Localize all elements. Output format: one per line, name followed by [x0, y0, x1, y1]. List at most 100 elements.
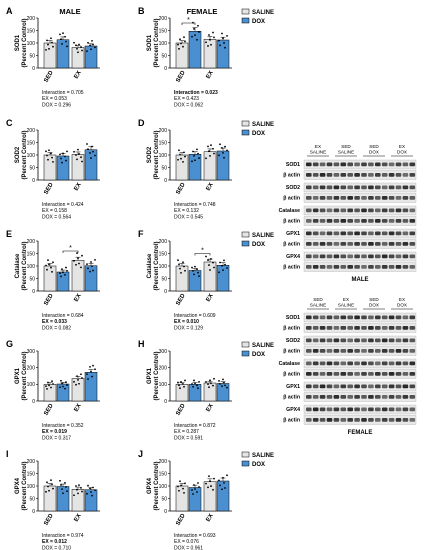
blot-band — [388, 219, 395, 223]
blot-band — [326, 372, 333, 376]
blot-band — [312, 231, 319, 236]
bar-saline — [203, 261, 217, 292]
data-point — [46, 39, 48, 42]
legend-swatch-dox — [241, 240, 250, 247]
x-tick-label: SED — [43, 292, 55, 306]
bar-dox — [216, 480, 230, 512]
data-point — [210, 382, 212, 385]
blot-band — [388, 372, 395, 376]
blot-band — [306, 338, 312, 343]
data-point — [210, 258, 212, 260]
data-point — [226, 386, 228, 389]
data-point — [48, 149, 50, 152]
data-point — [87, 148, 89, 151]
y-tick-label: 50 — [161, 496, 167, 502]
blot-band — [347, 349, 353, 353]
y-axis-label: Catalase(Percent Control) — [147, 241, 160, 290]
data-point — [196, 38, 198, 41]
blot-band — [368, 372, 374, 376]
data-point — [45, 264, 47, 267]
stat-line: EX = 0.053 — [42, 96, 67, 102]
data-point — [182, 45, 184, 48]
blot-band — [306, 173, 312, 177]
data-point — [64, 35, 66, 38]
data-point — [197, 482, 199, 484]
y-axis-label: GPX1(Percent Control) — [15, 351, 28, 400]
blot-band — [388, 338, 395, 343]
data-point — [51, 270, 53, 273]
blot-band — [395, 208, 402, 213]
blot-band — [340, 338, 347, 343]
blot-band — [319, 219, 326, 223]
blot-band — [333, 242, 340, 246]
data-point — [205, 157, 207, 160]
blot-band — [375, 173, 381, 177]
data-point — [46, 154, 48, 157]
blot-band — [402, 208, 409, 213]
legend-swatch-dox — [241, 350, 250, 357]
blot-band — [368, 395, 374, 399]
blot-band — [333, 326, 340, 330]
blot-band — [402, 372, 409, 376]
y-tick-label: 100 — [27, 264, 36, 270]
data-point — [177, 381, 179, 384]
blot-band — [395, 173, 402, 177]
blot-row-label: SOD2 — [286, 338, 300, 344]
blot-band — [361, 208, 367, 213]
blot-band — [319, 196, 326, 200]
blot-band — [409, 407, 416, 412]
data-point — [62, 271, 64, 274]
blot-band — [354, 208, 360, 213]
bar-dox — [56, 155, 70, 181]
legend-swatch-dox — [241, 17, 250, 24]
data-point — [205, 41, 207, 44]
blot-band — [381, 395, 388, 399]
significance-star: * — [201, 248, 204, 255]
bar-dox — [84, 265, 98, 292]
data-point — [218, 39, 220, 42]
data-point — [219, 143, 221, 146]
blot-band — [409, 349, 416, 353]
blot-band — [375, 219, 381, 223]
x-tick-label: EX — [74, 182, 83, 192]
data-point — [196, 384, 198, 387]
data-point — [87, 267, 89, 270]
bar-dox — [216, 265, 230, 292]
data-point — [192, 493, 194, 495]
blot-band — [319, 384, 326, 389]
data-point — [178, 384, 180, 387]
blot-band — [375, 361, 381, 366]
blot-band — [395, 315, 402, 320]
blot-band — [306, 372, 312, 376]
data-point — [178, 47, 180, 50]
stat-line: Interaction = 0.748 — [174, 202, 216, 208]
bar-saline — [43, 42, 57, 69]
bar-dox — [216, 383, 230, 402]
data-point — [224, 145, 226, 148]
legend-swatch-dox — [241, 460, 250, 467]
blot-band — [340, 407, 347, 412]
data-point — [221, 385, 223, 387]
blot-group-line2: DOX — [369, 303, 379, 308]
blot-strip — [303, 369, 417, 379]
data-point — [191, 383, 193, 385]
blot-band — [375, 326, 381, 330]
blot-row-label: β actin — [283, 418, 300, 424]
data-point — [47, 43, 49, 46]
data-point — [77, 257, 79, 260]
blot-band — [368, 173, 374, 177]
data-point — [222, 151, 224, 154]
blot-band — [354, 162, 360, 167]
data-point — [193, 28, 195, 30]
data-point — [194, 488, 196, 490]
data-point — [92, 150, 94, 153]
blot-band — [333, 418, 340, 422]
stat-line: DOX = 0.129 — [174, 325, 203, 331]
blot-strip — [303, 170, 417, 180]
blot-band — [333, 254, 340, 259]
data-point — [194, 382, 196, 385]
blot-band — [326, 407, 333, 412]
data-point — [207, 259, 209, 262]
data-point — [183, 265, 185, 268]
